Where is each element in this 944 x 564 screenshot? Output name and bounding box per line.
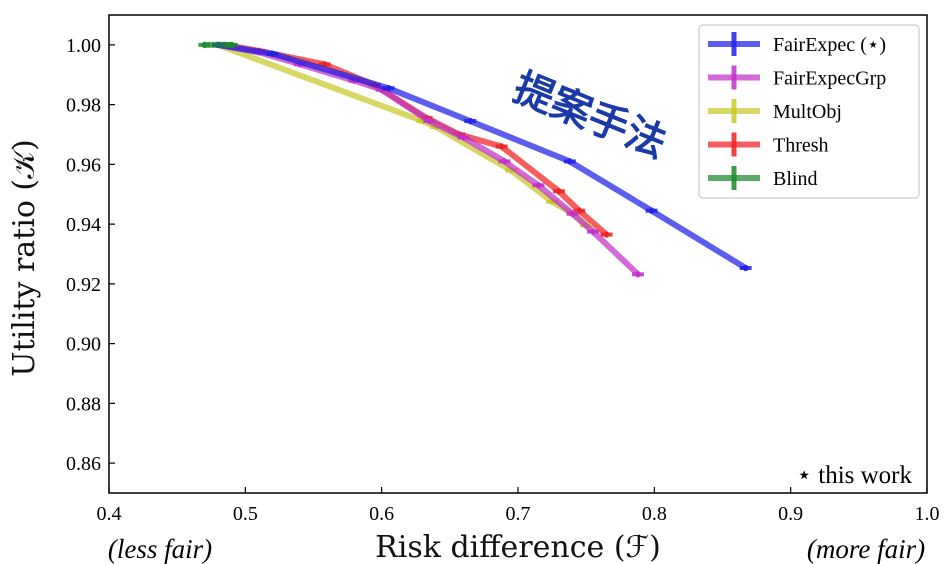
legend-label-fairexpecgrp: FairExpecGrp (773, 68, 886, 90)
y-tick-label: 0.96 (66, 154, 101, 176)
y-tick-label: 0.92 (66, 274, 101, 296)
legend-label-blind: Blind (773, 168, 817, 190)
x-tick-label: 0.4 (97, 503, 122, 525)
x-tick-label: 0.5 (233, 503, 258, 525)
y-tick-label: 0.90 (66, 334, 101, 356)
y-axis-title: Utility ratio (𝒦) (7, 139, 42, 376)
proposed-method-annotation: 提案手法 (507, 65, 673, 168)
y-tick-label: 0.86 (66, 453, 101, 475)
legend-label-thresh: Thresh (773, 135, 829, 157)
x-axis-title: Risk difference (ℱ) (375, 530, 661, 564)
y-tick-label: 0.88 (66, 393, 101, 415)
legend-box (698, 24, 920, 199)
legend-label-fairexpec: FairExpec (⋆) (773, 34, 886, 56)
x-tick-label: 0.8 (642, 503, 667, 525)
legend: FairExpec (⋆) FairExpecGrp MultObj Thresh Bl… (698, 24, 920, 199)
x-axis: 0.4 0.5 0.6 0.7 0.8 0.9 1.0 (97, 487, 940, 525)
y-tick-label: 1.00 (66, 35, 101, 57)
x-tick-label: 0.9 (778, 503, 803, 525)
series-layer (198, 41, 752, 278)
x-tick-label: 1.0 (915, 503, 940, 525)
x-tick-label: 0.7 (506, 503, 531, 525)
y-tick-label: 0.94 (66, 214, 101, 236)
more-fair-note: (more fair) (807, 534, 925, 564)
series-line-thresh (221, 41, 610, 238)
x-tick-label: 0.6 (369, 503, 394, 525)
y-tick-label: 0.98 (66, 95, 101, 117)
this-work-note: ⋆ this work (796, 462, 912, 489)
legend-label-multobj: MultObj (773, 101, 842, 123)
y-axis: 0.86 0.88 0.90 0.92 0.94 0.96 0.98 1.00 (66, 35, 115, 475)
less-fair-note: (less fair) (108, 534, 212, 564)
